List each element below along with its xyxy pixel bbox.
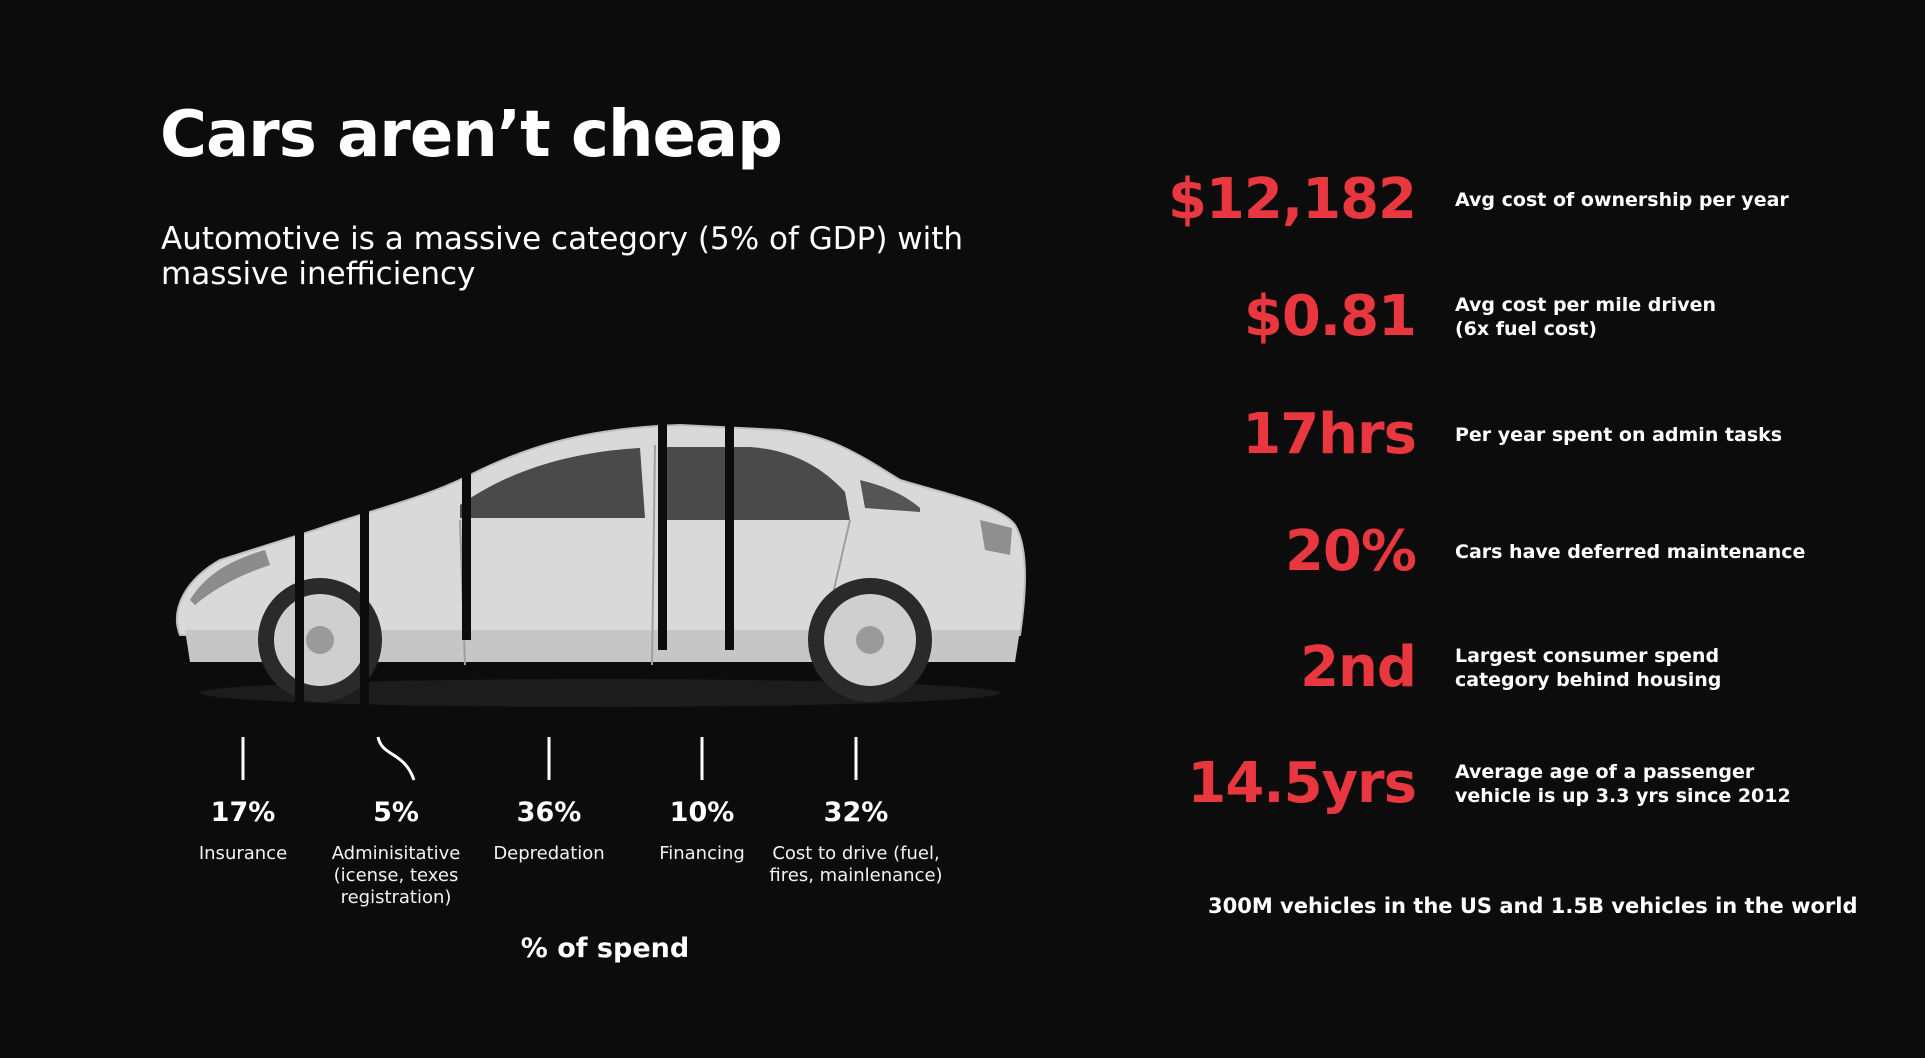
segment-percent: 5% <box>373 797 419 828</box>
stat-vehicle-age: 14.5yrs Average age of a passenger vehic… <box>1170 744 1890 824</box>
stat-ownership-cost: $12,182 Avg cost of ownership per year <box>1167 160 1890 240</box>
spend-segment-administrative: 5% Adminisitative (icense, texes registr… <box>306 735 486 909</box>
stat-consumer-spend-rank: 2nd Largest consumer spend category behi… <box>1170 628 1890 708</box>
segment-percent: 17% <box>210 797 276 828</box>
spend-segment-insurance: 17% Insurance <box>153 735 333 865</box>
connector-line-icon <box>854 737 858 780</box>
segment-label: Insurance <box>198 843 288 864</box>
connector-line-icon <box>547 737 551 780</box>
stat-cost-per-mile: $0.81 Avg cost per mile driven (6x fuel … <box>1170 277 1890 357</box>
stat-value: 17hrs <box>1242 402 1417 467</box>
page-subtitle: Automotive is a massive category (5% of … <box>161 221 964 292</box>
stat-value: 14.5yrs <box>1187 751 1417 816</box>
segment-percent: 36% <box>516 797 582 828</box>
vehicles-footnote: 300M vehicles in the US and 1.5B vehicle… <box>1208 894 1858 918</box>
stat-value: $12,182 <box>1167 167 1417 232</box>
segment-label: Financing <box>659 843 745 864</box>
car-image <box>175 420 1026 720</box>
stat-admin-hours: 17hrs Per year spent on admin tasks <box>1170 395 1890 475</box>
segment-percent: 32% <box>823 797 889 828</box>
stat-description: Largest consumer spend category behind h… <box>1455 645 1722 691</box>
spend-segment-financing: 10% Financing <box>612 735 792 865</box>
spend-segment-cost-to-drive: 32% Cost to drive (fuel, fires, mainlena… <box>766 735 946 887</box>
spend-caption: % of spend <box>520 933 690 964</box>
stat-deferred-maintenance: 20% Cars have deferred maintenance <box>1170 512 1890 592</box>
stat-value: 2nd <box>1300 635 1417 700</box>
stat-description: Avg cost per mile driven (6x fuel cost) <box>1455 294 1717 340</box>
stat-description: Avg cost of ownership per year <box>1455 189 1789 211</box>
car-illustration <box>160 400 1040 720</box>
segment-percent: 10% <box>669 797 735 828</box>
page-title: Cars aren’t cheap <box>160 98 783 172</box>
segment-label: Cost to drive (fuel, fires, mainlenance) <box>769 843 943 886</box>
connector-line-icon <box>700 737 704 780</box>
segment-label: Depredation <box>493 843 605 864</box>
stat-value: $0.81 <box>1243 284 1417 349</box>
stat-description: Average age of a passenger vehicle is up… <box>1455 761 1791 807</box>
stat-description: Per year spent on admin tasks <box>1455 424 1783 446</box>
segment-label: Adminisitative (icense, texes registrati… <box>331 843 461 908</box>
connector-curve-icon <box>376 736 416 781</box>
stat-description: Cars have deferred maintenance <box>1455 541 1806 563</box>
spend-segment-depreciation: 36% Depredation <box>459 735 639 865</box>
stat-value: 20% <box>1284 519 1417 584</box>
connector-line-icon <box>241 737 245 780</box>
